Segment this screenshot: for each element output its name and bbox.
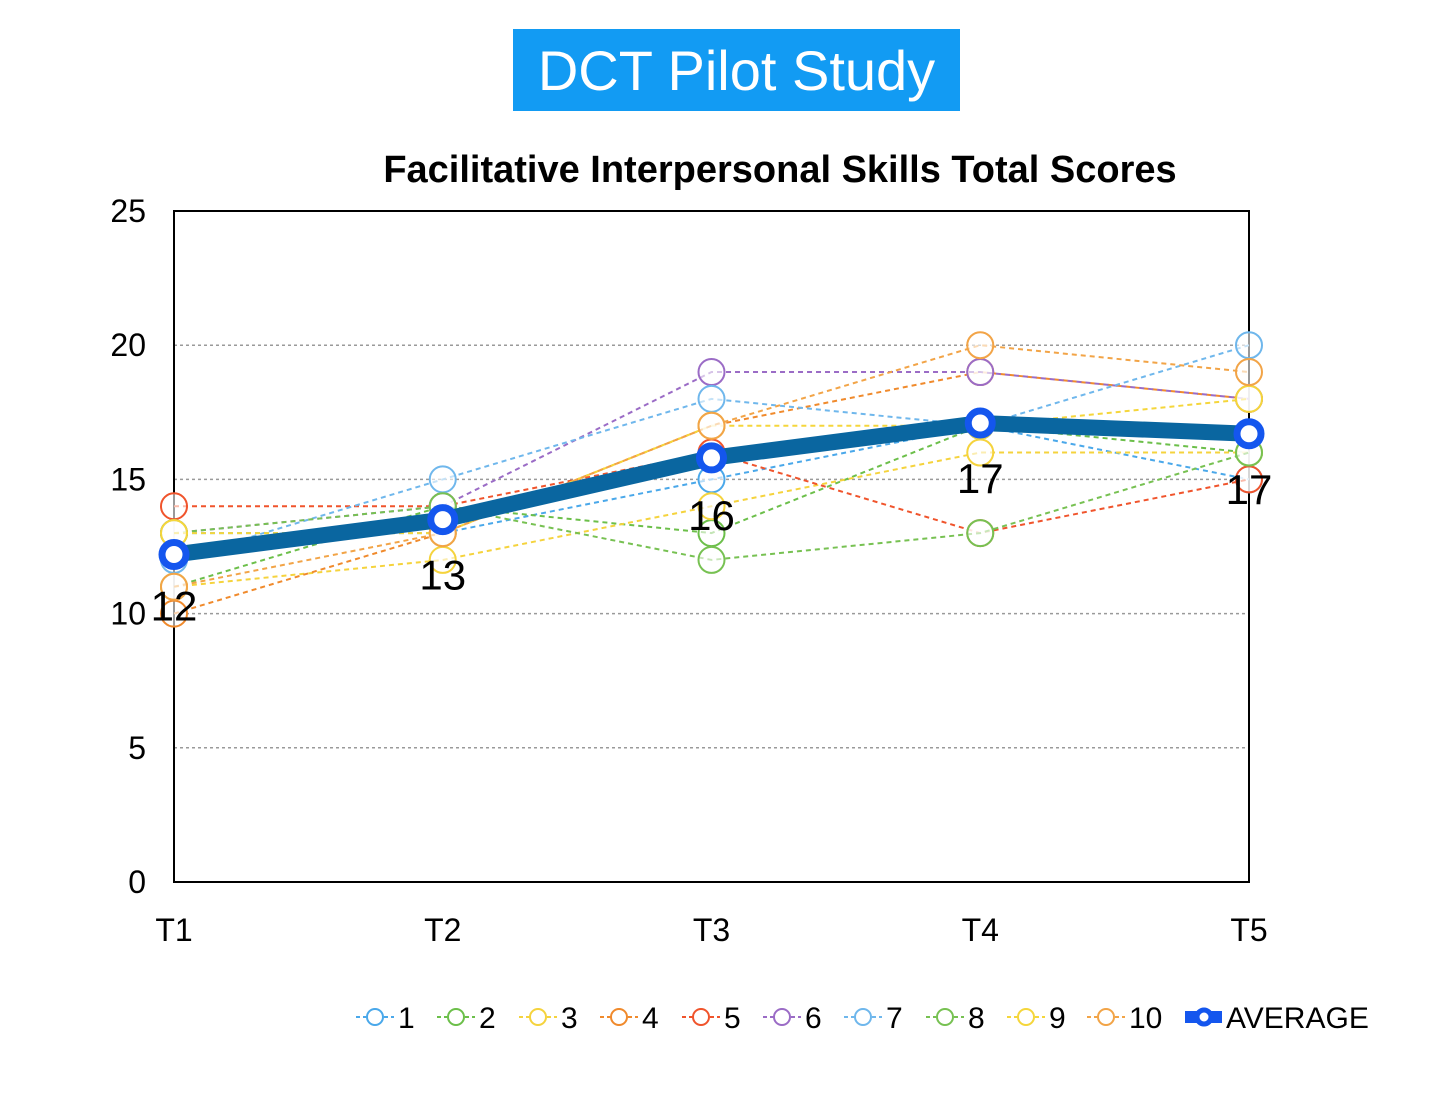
legend-label: 4 [642, 1002, 659, 1035]
series-point [160, 492, 188, 521]
y-tick-label: 5 [128, 730, 146, 766]
legend-label: 7 [886, 1002, 903, 1035]
series-point [697, 545, 726, 574]
series [158, 331, 1265, 628]
legend-item-10: 10 [1087, 1002, 1162, 1035]
legend-marker [936, 1008, 954, 1026]
legend: 1 2 3 4 5 6 7 8 9 10 AVERAGE [356, 1002, 1369, 1035]
y-tick-label: 0 [128, 864, 146, 900]
x-tick-label: T1 [155, 912, 192, 948]
grid [174, 344, 1249, 749]
x-tick-label: T5 [1230, 912, 1267, 948]
series-point [966, 358, 995, 387]
legend-item-2: 2 [437, 1002, 496, 1035]
data-label: 16 [688, 492, 735, 539]
legend-marker [1097, 1008, 1115, 1026]
data-label: 17 [957, 455, 1004, 502]
legend-marker [366, 1008, 384, 1026]
series-point [428, 465, 457, 494]
series-point [1235, 358, 1263, 387]
legend-marker [610, 1008, 628, 1026]
y-tick-label: 15 [110, 461, 146, 497]
legend-label: 5 [724, 1002, 741, 1035]
legend-label: 2 [479, 1002, 496, 1035]
data-labels: 12 13 16 17 17 [151, 455, 1273, 630]
legend-item-8: 8 [926, 1002, 985, 1035]
average-point [158, 539, 190, 571]
series-point [697, 384, 726, 413]
legend-label: 1 [398, 1002, 415, 1035]
legend-item-average: AVERAGE [1185, 1002, 1369, 1035]
chart-title: Facilitative Interpersonal Skills Total … [383, 149, 1176, 191]
legend-item-6: 6 [763, 1002, 822, 1035]
legend-item-3: 3 [519, 1002, 578, 1035]
series-line [173, 344, 1250, 588]
legend-item-9: 9 [1007, 1002, 1066, 1035]
series-point [697, 358, 726, 387]
legend-marker [1194, 1007, 1214, 1027]
series-point [697, 492, 726, 521]
legend-marker [447, 1008, 465, 1026]
legend-marker [1017, 1008, 1035, 1026]
legend-item-1: 1 [356, 1002, 415, 1035]
series-point [1235, 384, 1263, 413]
legend-marker [529, 1008, 547, 1026]
average-point [427, 504, 459, 536]
y-tick-label: 20 [110, 327, 146, 363]
data-label: 13 [419, 552, 466, 599]
legend-item-5: 5 [682, 1002, 741, 1035]
series-point [697, 411, 726, 440]
data-label: 12 [151, 583, 198, 630]
y-tick-label: 10 [110, 596, 146, 632]
legend-label: 10 [1129, 1002, 1162, 1035]
x-tick-label: T3 [693, 912, 730, 948]
legend-label: 8 [968, 1002, 985, 1035]
legend-marker [692, 1008, 710, 1026]
x-tick-label: T4 [962, 912, 999, 948]
banner-title: DCT Pilot Study [513, 29, 960, 111]
data-label: 17 [1226, 466, 1273, 513]
x-tick-label: T2 [424, 912, 461, 948]
axes: 0 5 10 15 20 25 T1 T2 T3 T4 T5 [110, 193, 1267, 948]
legend-marker [773, 1008, 791, 1026]
average-point [1233, 418, 1265, 450]
legend-label: 3 [561, 1002, 578, 1035]
series-point [160, 572, 188, 601]
series-point [1235, 331, 1263, 360]
average-point [964, 407, 996, 439]
y-tick-label: 25 [110, 193, 146, 229]
series-average [158, 407, 1265, 571]
legend-label: AVERAGE [1226, 1002, 1369, 1035]
legend-item-7: 7 [844, 1002, 903, 1035]
legend-label: 6 [805, 1002, 822, 1035]
series-point [966, 519, 995, 548]
legend-item-4: 4 [600, 1002, 659, 1035]
legend-label: 9 [1049, 1002, 1066, 1035]
series-point [966, 331, 995, 360]
legend-marker [854, 1008, 872, 1026]
average-point [696, 442, 727, 474]
